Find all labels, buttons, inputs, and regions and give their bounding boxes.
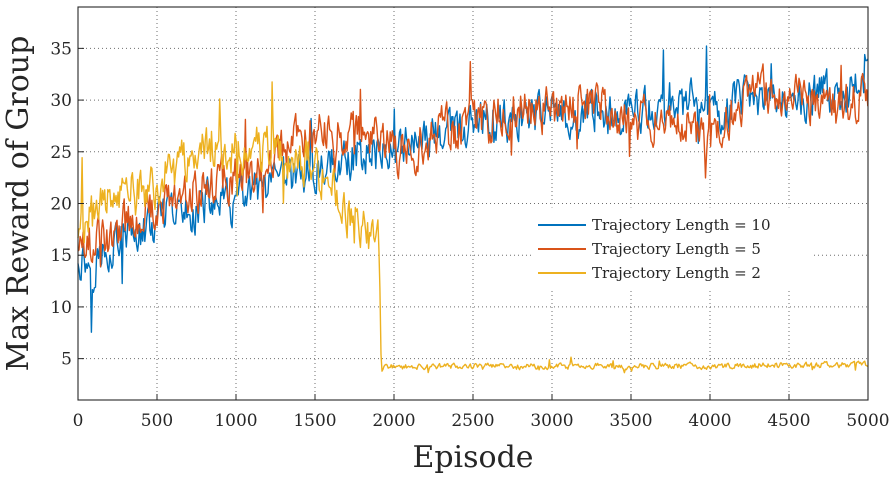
- legend-label-1: Trajectory Length = 10: [592, 216, 771, 234]
- x-tick-label: 3500: [609, 411, 652, 431]
- x-tick-label: 2000: [372, 411, 415, 431]
- grid: [78, 7, 868, 400]
- y-tick-label: 30: [50, 91, 72, 111]
- y-tick-label: 5: [61, 350, 72, 370]
- legend: Trajectory Length = 10 Trajectory Length …: [531, 207, 813, 291]
- series-line-1: [77, 45, 869, 333]
- x-tick-label: 3000: [530, 411, 573, 431]
- y-axis-label: Max Reward of Group: [1, 36, 36, 372]
- x-tick-label: 500: [141, 411, 173, 431]
- x-tick-label: 4500: [767, 411, 810, 431]
- x-tick-label: 1000: [214, 411, 257, 431]
- x-tick-label: 1500: [293, 411, 336, 431]
- y-tick-label: 10: [50, 298, 72, 318]
- series-group: [77, 45, 869, 374]
- legend-label-3: Trajectory Length = 2: [592, 264, 761, 282]
- ticks: 0 500 1000 1500 2000 2500 3000 3500 4000 4500 5000…: [50, 39, 889, 431]
- x-tick-label: 5000: [846, 411, 889, 431]
- y-tick-label: 15: [50, 246, 72, 266]
- y-tick-label: 35: [50, 39, 72, 59]
- y-tick-label: 25: [50, 143, 72, 163]
- x-axis-label: Episode: [412, 440, 533, 475]
- series-line-3: [77, 81, 869, 374]
- x-tick-label: 0: [73, 411, 84, 431]
- x-tick-label: 2500: [451, 411, 494, 431]
- legend-label-2: Trajectory Length = 5: [592, 240, 761, 258]
- series-line-2: [77, 61, 869, 268]
- x-tick-label: 4000: [688, 411, 731, 431]
- y-tick-label: 20: [50, 195, 72, 215]
